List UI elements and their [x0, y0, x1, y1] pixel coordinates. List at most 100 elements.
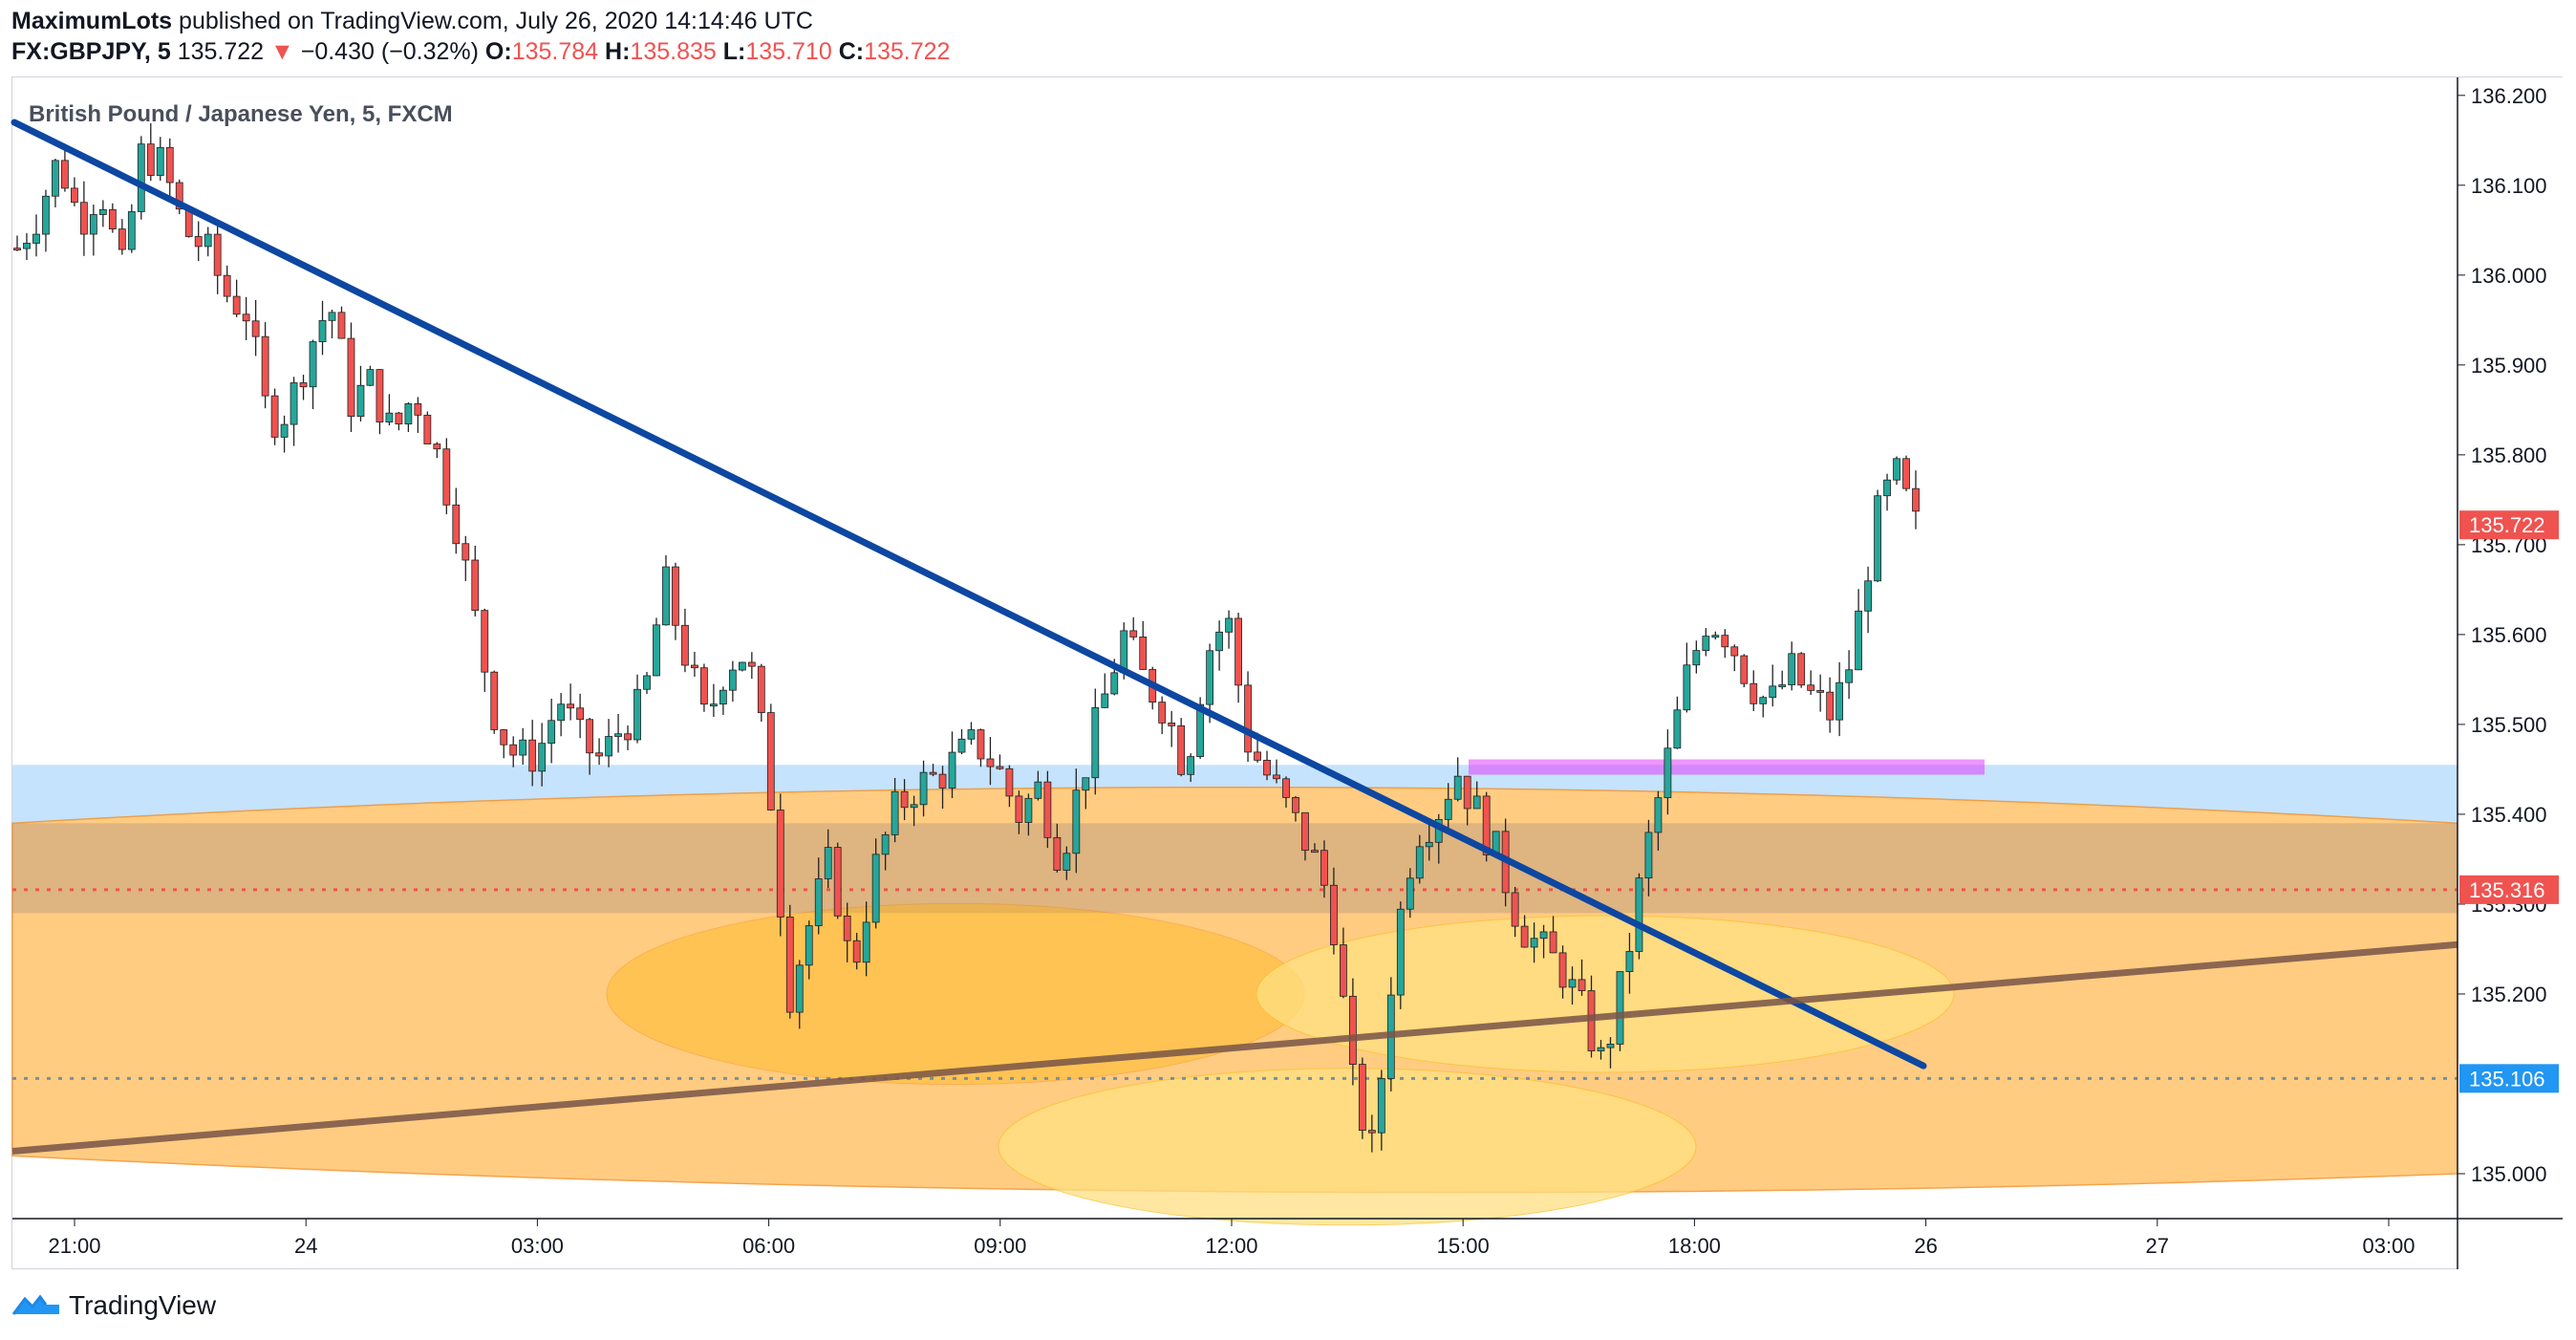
candle-body [852, 940, 861, 963]
candle-body [137, 143, 145, 212]
candle-body [1520, 925, 1529, 948]
candle-body [500, 729, 508, 746]
low-label: L: [722, 38, 746, 65]
candle-body [213, 233, 222, 276]
candle-body [1053, 836, 1062, 871]
candle-body [1311, 850, 1319, 854]
uptrend-support-line [11, 940, 2458, 1155]
candle-body [1453, 775, 1462, 800]
publisher-name[interactable]: MaximumLots [11, 8, 173, 34]
candle-body [471, 559, 480, 612]
candle-body [1406, 877, 1414, 910]
price-label-box [2459, 510, 2559, 540]
candle-body [586, 719, 593, 754]
candle-body [32, 233, 40, 244]
candle-body [977, 729, 985, 760]
chart-legend: British Pound / Japanese Yen, 5, FXCM [29, 101, 453, 127]
price-tick-label: 135.500 [2471, 713, 2547, 737]
candle-body [1444, 798, 1452, 820]
candle-body [1063, 853, 1071, 871]
footer-brand[interactable]: TradingView [69, 1290, 217, 1320]
candle-body [1874, 495, 1881, 582]
candle-body [1101, 693, 1109, 708]
high-label: H: [605, 38, 631, 65]
symbol: FX:GBPJPY, 5 [11, 38, 171, 65]
price-label-text: 135.316 [2469, 878, 2545, 902]
candle-body [662, 566, 670, 626]
candle-body [1845, 669, 1854, 683]
candle-body [1358, 1064, 1366, 1132]
candle-body [1463, 775, 1471, 810]
candle-body [1530, 938, 1538, 948]
footer: TradingView [11, 1290, 216, 1321]
time-tick-label: 03:00 [2362, 1234, 2415, 1258]
time-tick-label: 12:00 [1205, 1234, 1257, 1258]
candle-body [1158, 702, 1167, 724]
candle-body [1606, 1044, 1615, 1048]
ohlc-line: FX:GBPJPY, 5 135.722 ▼ −0.430 (−0.32%) O… [11, 38, 950, 66]
candle-body [1015, 795, 1023, 823]
candle-body [1187, 756, 1195, 775]
candle-body [347, 337, 355, 418]
candle-body [938, 773, 947, 789]
candle-body [633, 688, 641, 741]
candle-body [691, 664, 698, 669]
candle-body [1292, 797, 1299, 813]
candle-body [1091, 707, 1100, 779]
candle-body [1244, 684, 1252, 753]
price-tick-label: 135.900 [2471, 354, 2547, 378]
price-label-text: 135.722 [2469, 513, 2545, 537]
candle-body [1883, 479, 1891, 497]
price-tick-label: 135.400 [2471, 803, 2547, 827]
candle-body [1750, 682, 1758, 704]
candle-body [1597, 1047, 1605, 1051]
overlap-band [12, 823, 2458, 914]
candle-body [452, 504, 461, 545]
candle-body [156, 146, 164, 176]
candle-body [1855, 610, 1862, 671]
resistance-box [1469, 759, 1985, 775]
candle-body [1864, 580, 1872, 612]
candle-body [1568, 979, 1577, 988]
candle-body [118, 228, 126, 250]
candle-body [1110, 672, 1119, 695]
candle-body [414, 403, 422, 416]
candle-body [1482, 795, 1491, 855]
candle-body [1730, 646, 1739, 657]
candle-body [1301, 811, 1309, 852]
candle-body [1367, 1130, 1376, 1134]
time-tick-label: 27 [2146, 1234, 2169, 1258]
candle-body [824, 847, 832, 879]
candle-body [1644, 832, 1653, 879]
candle-body [595, 752, 603, 757]
candle-body [1664, 747, 1672, 799]
candle-body [919, 771, 928, 806]
candle-body [1616, 971, 1624, 1045]
candle-body [1769, 685, 1777, 699]
candle-body [1635, 877, 1643, 952]
candle-body [1425, 841, 1433, 848]
candle-body [127, 211, 136, 250]
candle-body [1692, 650, 1701, 666]
candle-body [719, 689, 727, 705]
candle-body [1282, 778, 1290, 798]
candle-body [1340, 944, 1347, 997]
candle-body [643, 675, 651, 690]
candle-body [366, 369, 375, 386]
candle-body [1835, 681, 1844, 721]
candle-body [13, 248, 21, 251]
candle-body [843, 915, 851, 941]
candle-body [1902, 458, 1910, 489]
candle-body [223, 274, 231, 297]
candle-body [165, 146, 174, 184]
candle-body [376, 369, 384, 422]
time-tick-label: 24 [294, 1234, 317, 1258]
candle-body [728, 669, 737, 691]
candle-body [929, 771, 937, 775]
candle-body [1330, 884, 1338, 945]
candle-body [385, 412, 394, 422]
change: −0.430 (−0.32%) [300, 38, 479, 65]
candle-body [71, 187, 78, 204]
candle-body [672, 566, 679, 626]
